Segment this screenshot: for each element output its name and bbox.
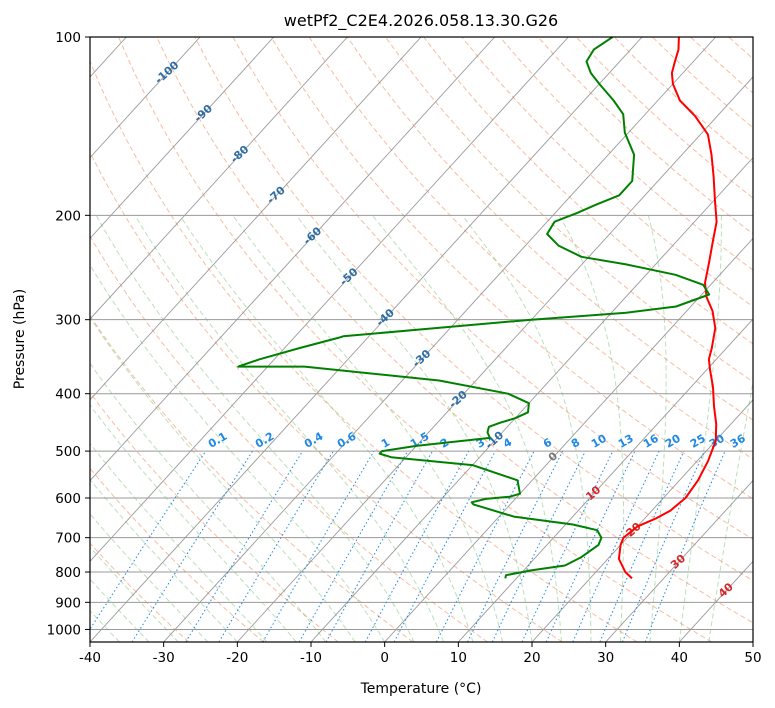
mixing-ratio-line: [325, 450, 433, 642]
dry-adiabat: [767, 37, 775, 642]
moist-adiabat: [90, 513, 209, 642]
isotherm-line: [163, 37, 717, 642]
y-tick-label: 1000: [47, 622, 81, 638]
y-tick-label: 600: [55, 491, 81, 507]
moist-adiabat: [95, 215, 415, 642]
mixing-ratio-line: [393, 450, 496, 642]
x-tick-label: 0: [380, 650, 389, 666]
isotherm-line: [752, 641, 753, 642]
mixing-ratio-line: [572, 450, 660, 642]
mixing-ratio-line: [599, 450, 685, 642]
moist-adiabat: [558, 215, 625, 642]
x-tick-label: -40: [79, 650, 101, 666]
x-tick-label: 40: [671, 650, 688, 666]
dry-adiabat: [90, 151, 563, 642]
y-tick-label: 800: [55, 565, 81, 581]
mixing-ratio-line: [621, 450, 705, 642]
moist-adiabat: [90, 404, 297, 642]
mixing-ratio-line: [185, 450, 304, 642]
isotherm-line: [90, 37, 422, 401]
isotherm-line: [237, 76, 753, 642]
x-tick-label: 20: [523, 650, 540, 666]
moist-adiabat: [90, 442, 268, 642]
x-tick-label: -20: [226, 650, 248, 666]
y-tick-label: 700: [55, 531, 81, 547]
y-tick-label: 900: [55, 595, 81, 611]
chart-title: wetPf2_C2E4.2026.058.13.30.G26: [284, 11, 558, 31]
isotherm-line: [458, 318, 753, 642]
dry-adiabat: [118, 37, 712, 642]
mixing-ratio-line: [491, 450, 586, 642]
isotherm-line: [90, 37, 496, 482]
isotherm-line: [605, 479, 753, 642]
moist-adiabat: [90, 546, 179, 642]
dry-adiabat: [156, 37, 753, 624]
dry-adiabat: [308, 37, 753, 460]
x-tick-label: 30: [597, 650, 614, 666]
mixing-ratio-line: [364, 450, 470, 642]
moist-adiabat: [295, 214, 533, 642]
isotherm-line: [90, 37, 348, 320]
y-tick-label: 400: [55, 387, 81, 403]
x-tick-label: -30: [153, 650, 175, 666]
x-tick-label: -10: [300, 650, 322, 666]
y-tick-label: 100: [55, 30, 81, 46]
moist-adiabat: [90, 316, 356, 642]
isotherm-line: [90, 37, 201, 159]
moist-adiabat: [372, 214, 562, 642]
temperature-profile: [617, 37, 718, 580]
mixing-ratio-line: [131, 450, 254, 642]
dry-adiabat: [423, 37, 753, 345]
dry-adiabat: [232, 37, 753, 540]
x-axis-label: Temperature (°C): [360, 681, 482, 697]
isotherm-line: [90, 37, 569, 562]
moist-adiabat: [678, 215, 722, 642]
moist-adiabat: [90, 578, 150, 642]
moist-adiabat: [647, 215, 667, 642]
x-tick-label: 10: [450, 650, 467, 666]
dry-adiabat: [90, 60, 638, 642]
dry-adiabat: [194, 37, 753, 582]
y-axis-label: Pressure (hPa): [12, 289, 28, 389]
isotherm-line: [90, 37, 643, 642]
plot-frame: [89, 36, 754, 643]
dry-adiabat: [385, 37, 753, 383]
moist-adiabat: [90, 478, 238, 642]
y-tick-label: 300: [55, 313, 81, 329]
x-tick-label: 50: [744, 650, 761, 666]
isotherm-line: [90, 37, 275, 240]
dry-adiabat: [270, 37, 753, 500]
isotherm-line: [310, 156, 753, 642]
y-tick-label: 500: [55, 444, 81, 460]
y-tick-label: 200: [55, 208, 81, 224]
moist-adiabat: [90, 362, 327, 642]
mixing-ratio-line: [90, 450, 207, 631]
moist-adiabat: [134, 215, 445, 642]
mixing-ratio-line: [467, 450, 564, 642]
moist-adiabat: [90, 263, 386, 642]
plot-background: [90, 37, 753, 642]
mixing-ratio-line: [644, 450, 726, 642]
isotherm-line: [384, 237, 753, 642]
dewpoint-profile: [237, 37, 711, 579]
isotherm-line: [531, 399, 753, 642]
